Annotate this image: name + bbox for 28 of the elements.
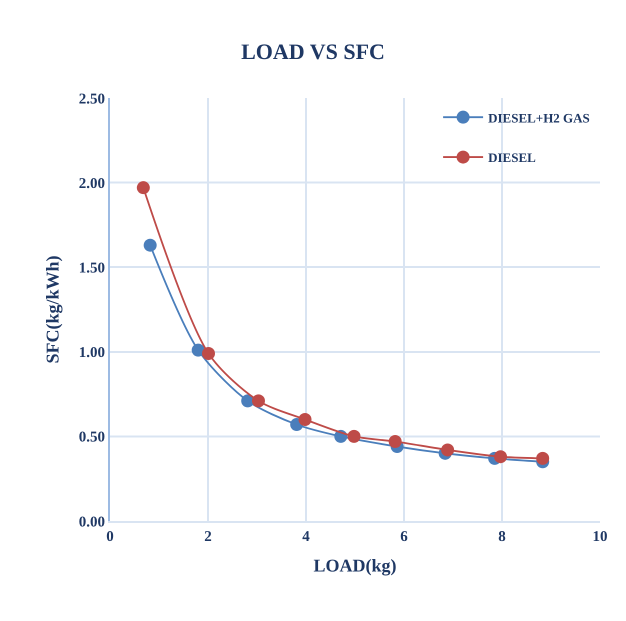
x-tick-label: 2 bbox=[204, 529, 212, 545]
legend-label: DIESEL+H2 GAS bbox=[488, 110, 590, 126]
x-tick-label: 4 bbox=[302, 529, 310, 545]
point bbox=[202, 346, 215, 360]
x-tick-label: 8 bbox=[498, 529, 506, 545]
y-tick-label: 1.50 bbox=[78, 260, 105, 276]
point bbox=[388, 434, 402, 448]
y-axis-title: SFC(kg/kWh) bbox=[42, 255, 62, 364]
legend-label: DIESEL bbox=[488, 150, 536, 166]
y-tick-label: 1.00 bbox=[78, 345, 105, 362]
y-tick-label: 2.50 bbox=[78, 91, 105, 108]
x-tick-label: 0 bbox=[106, 529, 114, 545]
point bbox=[136, 181, 150, 194]
chart-title: LOAD VS SFC bbox=[241, 38, 385, 64]
x-tick-label: 10 bbox=[592, 529, 608, 545]
point bbox=[252, 394, 265, 408]
point bbox=[192, 344, 205, 357]
point bbox=[494, 450, 508, 464]
x-axis-title: LOAD(kg) bbox=[313, 556, 397, 576]
y-tick-label: 2.00 bbox=[78, 176, 105, 192]
y-tick-label: 0.50 bbox=[78, 430, 105, 446]
x-tick-label: 6 bbox=[400, 529, 408, 545]
point bbox=[348, 430, 361, 443]
point bbox=[298, 412, 312, 426]
point bbox=[144, 238, 157, 252]
point bbox=[441, 443, 454, 456]
y-tick-label: 0.00 bbox=[78, 514, 105, 530]
point bbox=[536, 452, 550, 465]
